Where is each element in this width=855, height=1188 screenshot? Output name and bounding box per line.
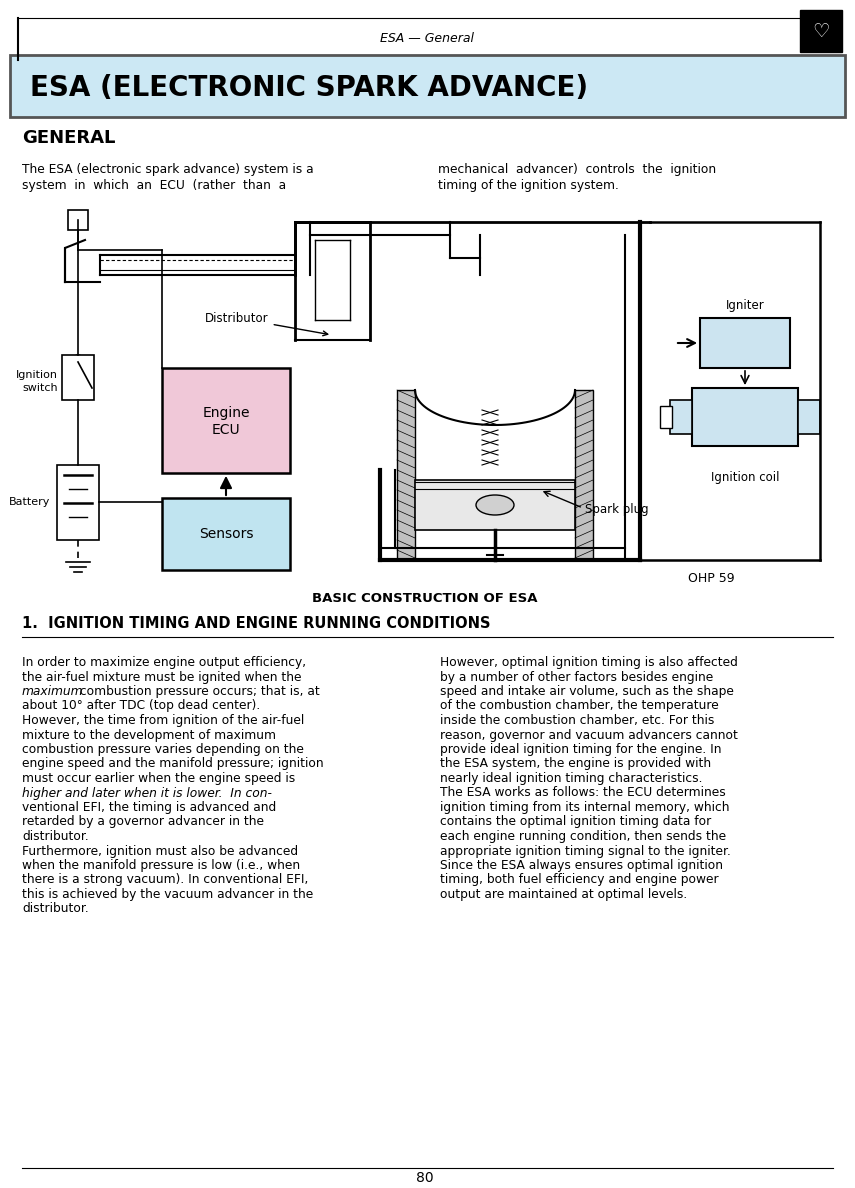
Text: maximum: maximum	[22, 685, 84, 699]
Text: higher and later when it is lower.  In con-: higher and later when it is lower. In co…	[22, 786, 272, 800]
Text: Ignition coil: Ignition coil	[711, 472, 779, 485]
FancyBboxPatch shape	[670, 400, 692, 434]
Text: each engine running condition, then sends the: each engine running condition, then send…	[440, 830, 726, 843]
Text: the air-fuel mixture must be ignited when the: the air-fuel mixture must be ignited whe…	[22, 670, 302, 683]
Bar	[415, 480, 575, 530]
Text: OHP 59: OHP 59	[688, 571, 734, 584]
Text: timing, both fuel efficiency and engine power: timing, both fuel efficiency and engine …	[440, 873, 718, 886]
Text: of the combustion chamber, the temperature: of the combustion chamber, the temperatu…	[440, 700, 719, 713]
FancyBboxPatch shape	[57, 465, 99, 541]
Text: must occur earlier when the engine speed is: must occur earlier when the engine speed…	[22, 772, 295, 785]
Text: there is a strong vacuum). In conventional EFI,: there is a strong vacuum). In convention…	[22, 873, 309, 886]
Text: In order to maximize engine output efficiency,: In order to maximize engine output effic…	[22, 656, 306, 669]
FancyBboxPatch shape	[692, 388, 798, 446]
Text: the ESA system, the engine is provided with: the ESA system, the engine is provided w…	[440, 758, 711, 771]
Text: when the manifold pressure is low (i.e., when: when the manifold pressure is low (i.e.,…	[22, 859, 300, 872]
Text: reason, governor and vacuum advancers cannot: reason, governor and vacuum advancers ca…	[440, 728, 738, 741]
Text: However, optimal ignition timing is also affected: However, optimal ignition timing is also…	[440, 656, 738, 669]
Text: provide ideal ignition timing for the engine. In: provide ideal ignition timing for the en…	[440, 742, 722, 756]
Text: Engine: Engine	[203, 405, 250, 419]
FancyBboxPatch shape	[162, 498, 290, 570]
Ellipse shape	[476, 495, 514, 516]
Text: Igniter: Igniter	[726, 299, 764, 312]
Text: The ESA works as follows: the ECU determines: The ESA works as follows: the ECU determ…	[440, 786, 726, 800]
Text: Battery: Battery	[9, 497, 50, 507]
Text: timing of the ignition system.: timing of the ignition system.	[438, 179, 619, 192]
Text: Ignition: Ignition	[16, 369, 58, 380]
Text: about 10° after TDC (top dead center).: about 10° after TDC (top dead center).	[22, 700, 260, 713]
FancyBboxPatch shape	[162, 368, 290, 473]
FancyBboxPatch shape	[68, 210, 88, 230]
Text: output are maintained at optimal levels.: output are maintained at optimal levels.	[440, 887, 687, 901]
Text: ECU: ECU	[212, 423, 240, 437]
FancyBboxPatch shape	[660, 406, 672, 428]
FancyBboxPatch shape	[62, 355, 94, 400]
Text: appropriate ignition timing signal to the igniter.: appropriate ignition timing signal to th…	[440, 845, 731, 858]
Text: distributor.: distributor.	[22, 830, 89, 843]
Text: contains the optimal ignition timing data for: contains the optimal ignition timing dat…	[440, 815, 711, 828]
Text: 80: 80	[416, 1171, 433, 1184]
Text: The ESA (electronic spark advance) system is a: The ESA (electronic spark advance) syste…	[22, 163, 314, 176]
Text: Spark plug: Spark plug	[585, 504, 649, 517]
Text: Furthermore, ignition must also be advanced: Furthermore, ignition must also be advan…	[22, 845, 298, 858]
Text: system  in  which  an  ECU  (rather  than  a: system in which an ECU (rather than a	[22, 179, 286, 192]
FancyBboxPatch shape	[700, 318, 790, 368]
Text: ESA — General: ESA — General	[380, 32, 474, 44]
Text: However, the time from ignition of the air-fuel: However, the time from ignition of the a…	[22, 714, 304, 727]
Text: engine speed and the manifold pressure; ignition: engine speed and the manifold pressure; …	[22, 758, 324, 771]
FancyBboxPatch shape	[800, 10, 842, 52]
Text: Since the ESA always ensures optimal ignition: Since the ESA always ensures optimal ign…	[440, 859, 723, 872]
Text: combustion pressure varies depending on the: combustion pressure varies depending on …	[22, 742, 304, 756]
Text: ignition timing from its internal memory, which: ignition timing from its internal memory…	[440, 801, 729, 814]
Text: ♡: ♡	[812, 21, 829, 40]
Text: switch: switch	[22, 383, 58, 393]
Text: distributor.: distributor.	[22, 903, 89, 916]
Text: Distributor: Distributor	[205, 311, 327, 336]
Text: inside the combustion chamber, etc. For this: inside the combustion chamber, etc. For …	[440, 714, 715, 727]
FancyBboxPatch shape	[10, 55, 845, 116]
Text: this is achieved by the vacuum advancer in the: this is achieved by the vacuum advancer …	[22, 887, 313, 901]
Text: by a number of other factors besides engine: by a number of other factors besides eng…	[440, 670, 713, 683]
Text: nearly ideal ignition timing characteristics.: nearly ideal ignition timing characteris…	[440, 772, 703, 785]
Bar	[397, 390, 415, 560]
Text: combustion pressure occurs; that is, at: combustion pressure occurs; that is, at	[76, 685, 320, 699]
Text: speed and intake air volume, such as the shape: speed and intake air volume, such as the…	[440, 685, 734, 699]
Text: retarded by a governor advancer in the: retarded by a governor advancer in the	[22, 815, 264, 828]
Text: mechanical  advancer)  controls  the  ignition: mechanical advancer) controls the igniti…	[438, 163, 716, 176]
Text: GENERAL: GENERAL	[22, 129, 115, 147]
Text: mixture to the development of maximum: mixture to the development of maximum	[22, 728, 276, 741]
Bar	[575, 390, 593, 560]
Text: ventional EFI, the timing is advanced and: ventional EFI, the timing is advanced an…	[22, 801, 276, 814]
FancyBboxPatch shape	[798, 400, 820, 434]
Text: 1.  IGNITION TIMING AND ENGINE RUNNING CONDITIONS: 1. IGNITION TIMING AND ENGINE RUNNING CO…	[22, 617, 491, 632]
Text: ESA (ELECTRONIC SPARK ADVANCE): ESA (ELECTRONIC SPARK ADVANCE)	[30, 74, 588, 102]
Text: BASIC CONSTRUCTION OF ESA: BASIC CONSTRUCTION OF ESA	[312, 592, 538, 605]
Text: Sensors: Sensors	[198, 527, 253, 541]
